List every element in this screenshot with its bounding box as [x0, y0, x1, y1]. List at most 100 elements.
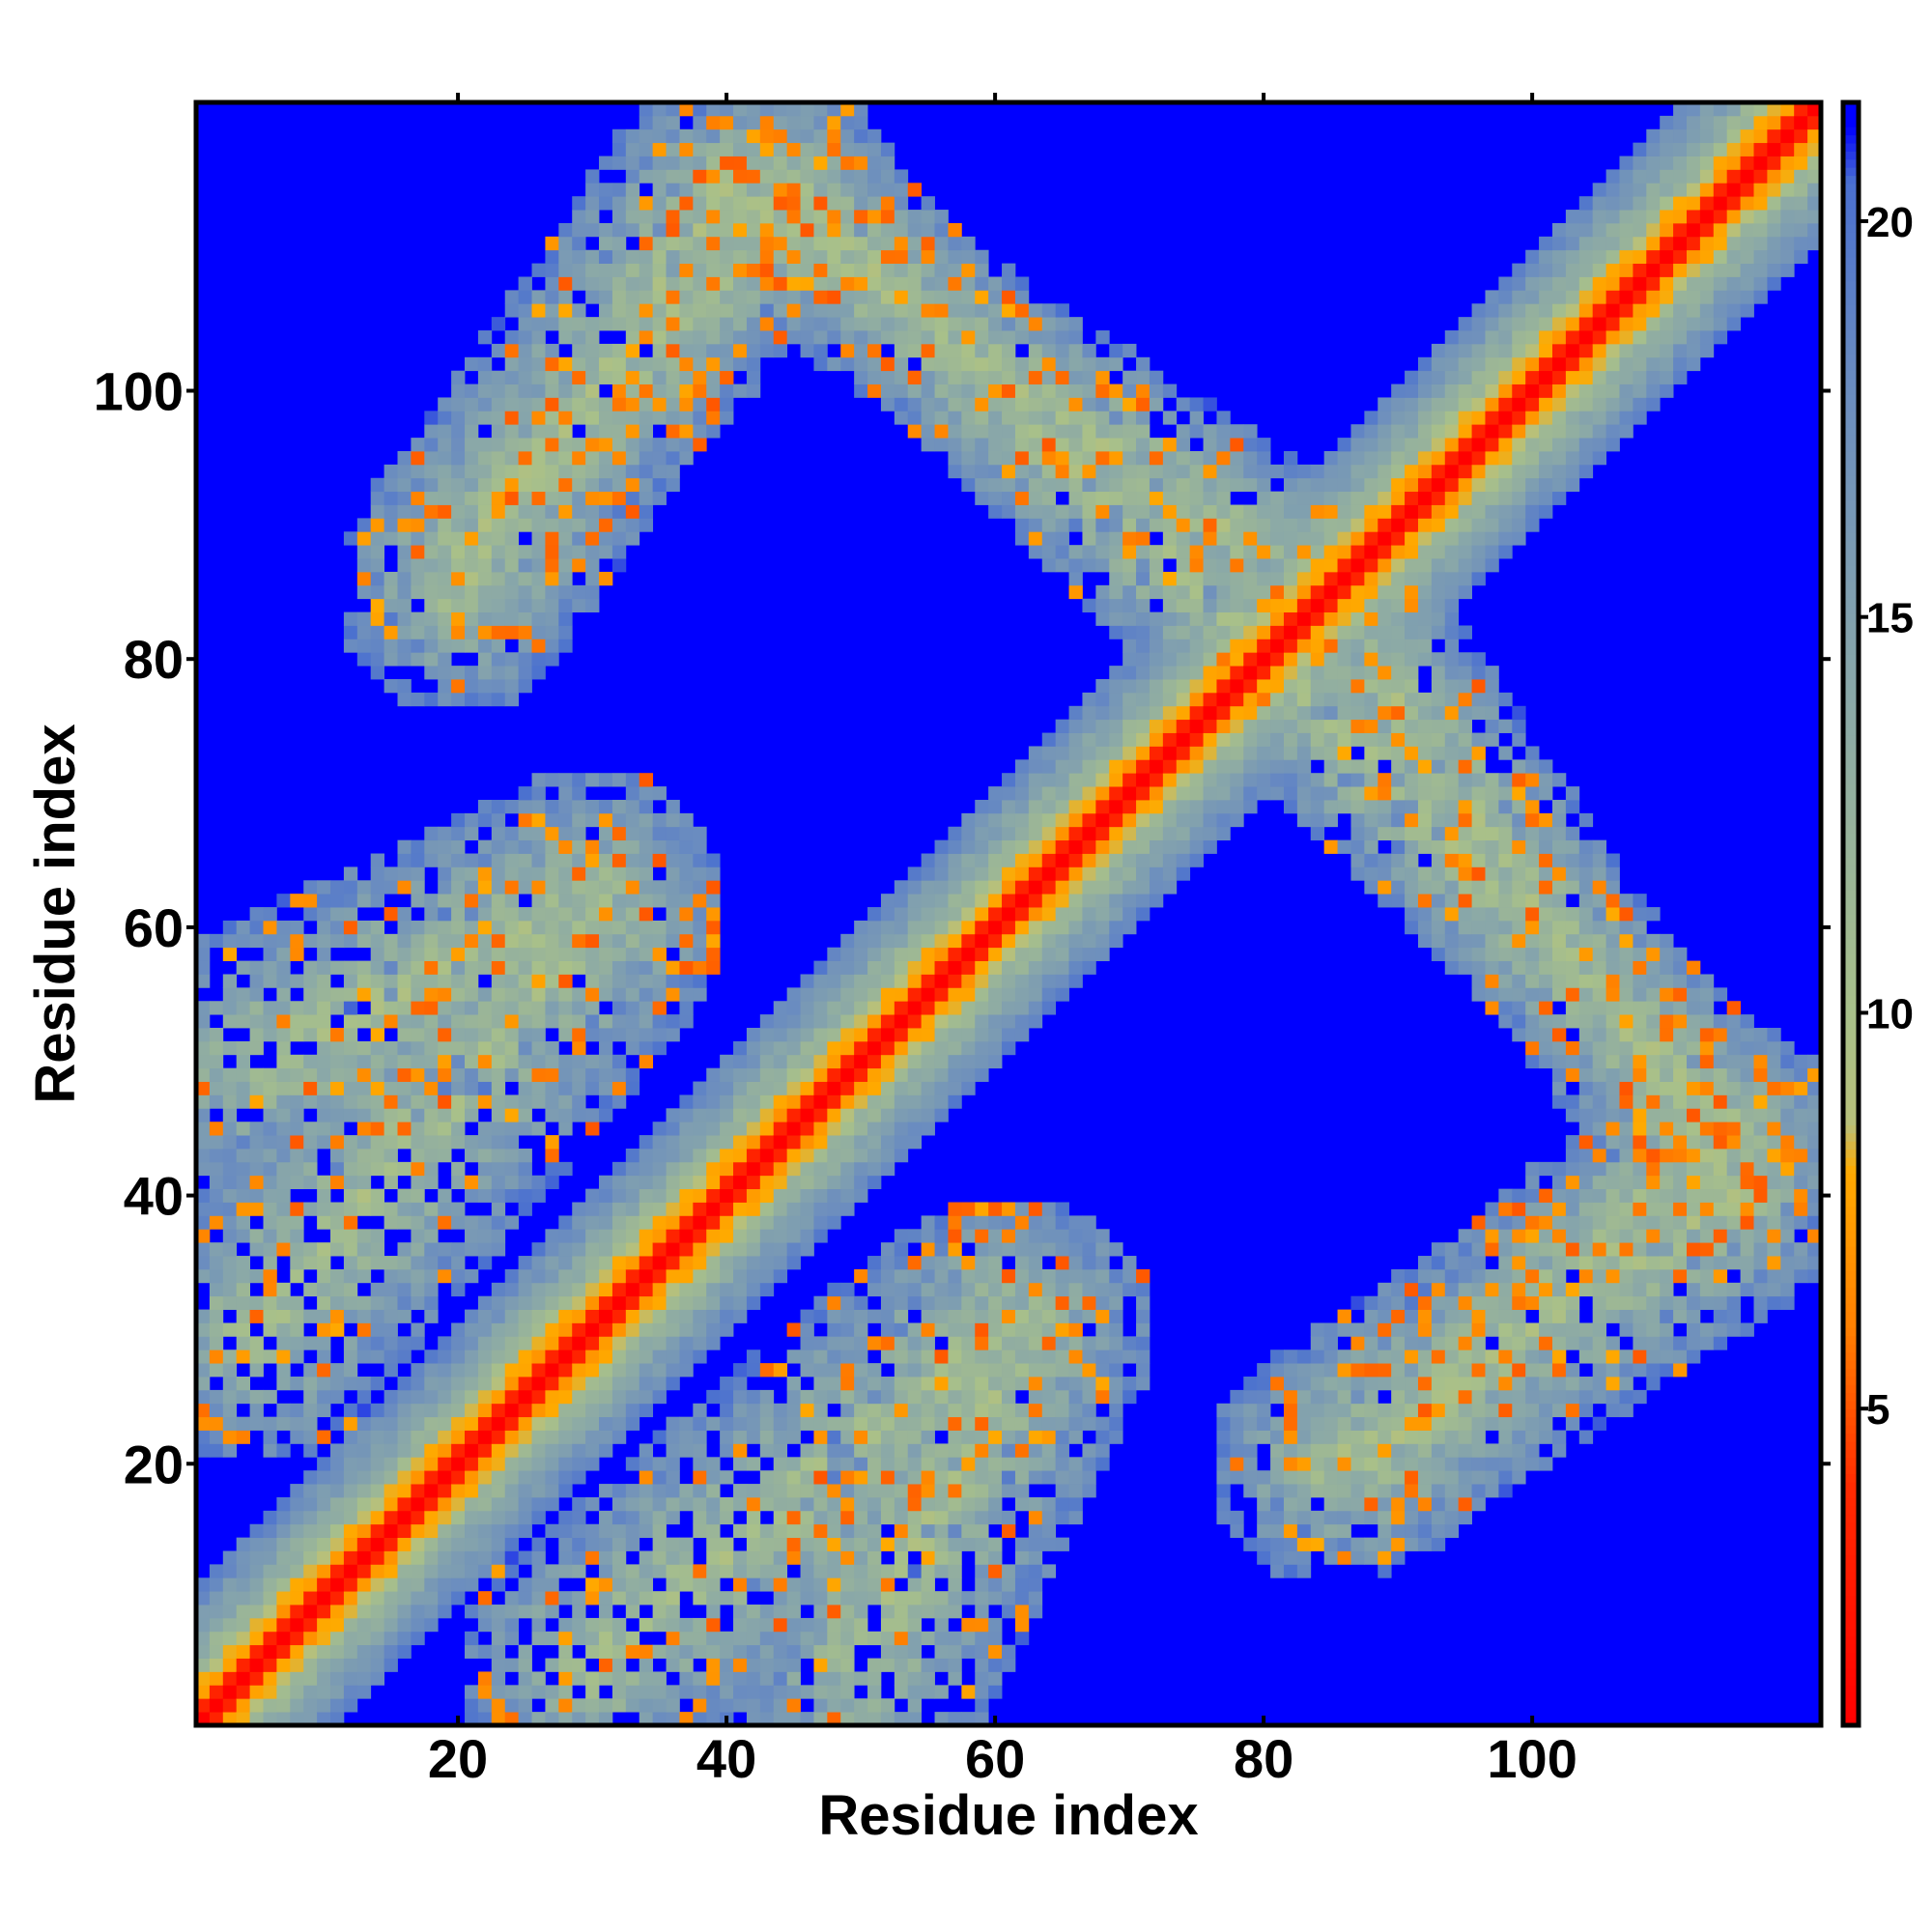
heatmap-cell [611, 1268, 627, 1284]
heatmap-cell [800, 1229, 814, 1243]
heatmap-cell [827, 1685, 841, 1699]
heatmap-cell [531, 384, 546, 398]
heatmap-cell [1055, 1215, 1069, 1230]
heatmap-cell [907, 1484, 923, 1498]
heatmap-cell [1136, 397, 1151, 412]
heatmap-cell [491, 1040, 506, 1056]
heatmap-cell [585, 210, 600, 224]
heatmap-cell [599, 867, 613, 881]
heatmap-cell [720, 1685, 734, 1699]
heatmap-cell [343, 1148, 358, 1163]
heatmap-cell [397, 880, 412, 895]
heatmap-cell [867, 987, 882, 1002]
heatmap-cell [759, 222, 775, 238]
heatmap-cell [733, 1363, 748, 1378]
heatmap-cell [720, 1175, 734, 1190]
heatmap-cell [438, 1256, 452, 1270]
heatmap-cell [465, 1054, 479, 1069]
heatmap-cell [585, 880, 600, 895]
heatmap-cell [800, 128, 814, 144]
heatmap-cell [209, 1268, 224, 1284]
heatmap-cell [921, 1537, 935, 1551]
heatmap-cell [370, 853, 385, 867]
heatmap-cell [1122, 424, 1137, 439]
heatmap-cell [746, 1242, 761, 1257]
heatmap-cell [880, 933, 895, 949]
heatmap-cell [1014, 397, 1030, 412]
heatmap-cell [370, 1591, 385, 1605]
heatmap-cell [465, 679, 479, 694]
heatmap-cell [572, 1350, 586, 1364]
heatmap-cell [867, 960, 882, 975]
heatmap-cell [666, 1282, 680, 1297]
heatmap-cell [854, 183, 868, 197]
heatmap-cell [303, 987, 318, 1002]
heatmap-cell [988, 1685, 1003, 1699]
heatmap-cell [1136, 1350, 1151, 1364]
heatmap-cell [934, 1215, 949, 1230]
heatmap-cell [397, 1605, 412, 1619]
heatmap-cell [438, 1510, 452, 1525]
heatmap-cell [934, 1094, 949, 1109]
heatmap-cell [840, 102, 855, 117]
heatmap-cell [276, 1403, 291, 1418]
heatmap-cell [1002, 1040, 1016, 1056]
heatmap-cell [706, 1148, 721, 1163]
heatmap-cell [1002, 1443, 1016, 1458]
heatmap-cell [518, 1054, 532, 1069]
heatmap-cell [1136, 773, 1151, 787]
heatmap-cell [880, 303, 895, 318]
heatmap-cell [1068, 1350, 1083, 1364]
heatmap-cell [706, 1510, 721, 1525]
heatmap-cell [733, 1054, 748, 1069]
heatmap-cell [733, 1671, 748, 1686]
heatmap-cell [706, 1268, 721, 1284]
heatmap-cell [222, 1256, 238, 1270]
heatmap-cell [599, 1712, 613, 1726]
heatmap-cell [1068, 894, 1083, 908]
heatmap-cell [1041, 450, 1057, 466]
heatmap-cell [491, 853, 506, 867]
heatmap-cell [317, 1336, 331, 1350]
heatmap-cell [599, 1028, 613, 1042]
heatmap-cell [867, 196, 882, 211]
heatmap-cell [854, 1550, 868, 1565]
heatmap-cell [720, 1550, 734, 1565]
heatmap-cell [263, 1001, 277, 1015]
heatmap-cell [639, 1496, 654, 1512]
heatmap-cell [813, 974, 828, 988]
heatmap-cell [276, 1658, 291, 1672]
heatmap-cell [693, 1081, 707, 1095]
heatmap-cell [599, 812, 613, 828]
heatmap-cell [1014, 317, 1030, 331]
heatmap-cell [907, 1081, 923, 1095]
heatmap-cell [1028, 960, 1043, 975]
heatmap-cell [948, 1403, 962, 1418]
heatmap-cell [773, 1416, 788, 1431]
heatmap-cell [397, 1484, 412, 1498]
heatmap-cell [988, 1040, 1003, 1056]
heatmap-cell [625, 1644, 640, 1659]
heatmap-cell [518, 1685, 532, 1699]
heatmap-cell [249, 1067, 264, 1082]
heatmap-cell [531, 1067, 546, 1082]
heatmap-cell [948, 1591, 962, 1605]
heatmap-cell [907, 1028, 923, 1042]
heatmap-cell [491, 1537, 506, 1551]
heatmap-cell [531, 330, 546, 345]
heatmap-cell [693, 1202, 707, 1216]
heatmap-cell [518, 290, 532, 304]
heatmap-cell [491, 1457, 506, 1471]
heatmap-cell [706, 1712, 721, 1726]
heatmap-cell [894, 370, 909, 384]
heatmap-cell [531, 1564, 546, 1578]
heatmap-cell [196, 1712, 211, 1726]
heatmap-cell [988, 867, 1003, 881]
heatmap-cell [733, 356, 748, 372]
heatmap-cell [746, 102, 761, 117]
heatmap-cell [411, 1322, 425, 1337]
heatmap-cell [599, 920, 613, 935]
heatmap-cell [236, 1430, 250, 1444]
heatmap-cell [531, 424, 546, 439]
heatmap-cell [988, 799, 1003, 814]
